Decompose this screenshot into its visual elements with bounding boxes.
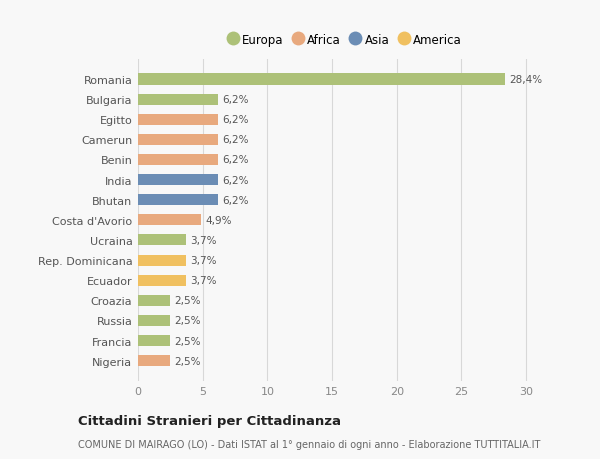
- Bar: [138, 235, 186, 246]
- Bar: [138, 95, 218, 106]
- Bar: [138, 174, 218, 186]
- Text: 28,4%: 28,4%: [509, 75, 542, 85]
- Bar: [138, 315, 170, 326]
- Text: 6,2%: 6,2%: [222, 175, 248, 185]
- Text: 6,2%: 6,2%: [222, 195, 248, 205]
- Bar: [138, 295, 170, 306]
- Bar: [138, 114, 218, 125]
- Text: 6,2%: 6,2%: [222, 155, 248, 165]
- Bar: [138, 155, 218, 166]
- Text: 4,9%: 4,9%: [205, 215, 232, 225]
- Bar: [138, 74, 505, 85]
- Legend: Europa, Africa, Asia, America: Europa, Africa, Asia, America: [224, 30, 466, 50]
- Text: 2,5%: 2,5%: [174, 296, 201, 306]
- Text: 3,7%: 3,7%: [190, 235, 216, 246]
- Text: 2,5%: 2,5%: [174, 356, 201, 366]
- Text: COMUNE DI MAIRAGO (LO) - Dati ISTAT al 1° gennaio di ogni anno - Elaborazione TU: COMUNE DI MAIRAGO (LO) - Dati ISTAT al 1…: [78, 440, 541, 449]
- Bar: [138, 134, 218, 146]
- Text: 6,2%: 6,2%: [222, 115, 248, 125]
- Bar: [138, 255, 186, 266]
- Bar: [138, 275, 186, 286]
- Text: 6,2%: 6,2%: [222, 95, 248, 105]
- Bar: [138, 215, 202, 226]
- Bar: [138, 195, 218, 206]
- Text: 2,5%: 2,5%: [174, 336, 201, 346]
- Text: 6,2%: 6,2%: [222, 135, 248, 145]
- Bar: [138, 355, 170, 366]
- Text: Cittadini Stranieri per Cittadinanza: Cittadini Stranieri per Cittadinanza: [78, 414, 341, 428]
- Bar: [138, 335, 170, 346]
- Text: 3,7%: 3,7%: [190, 256, 216, 265]
- Text: 2,5%: 2,5%: [174, 316, 201, 326]
- Text: 3,7%: 3,7%: [190, 275, 216, 285]
